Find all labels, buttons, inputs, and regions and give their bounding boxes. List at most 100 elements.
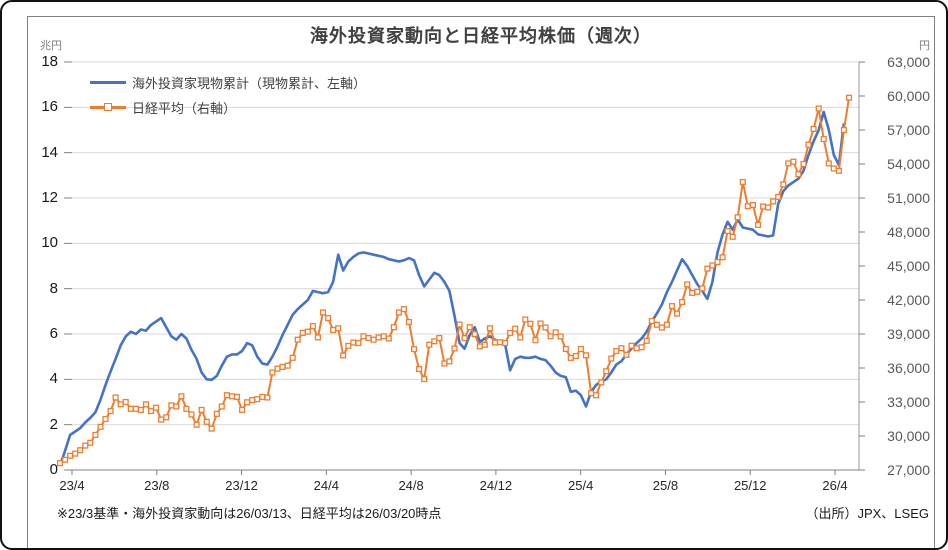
nikkei-marker bbox=[572, 353, 579, 360]
nikkei-marker bbox=[719, 254, 726, 261]
nikkei-marker bbox=[562, 345, 569, 353]
nikkei-marker bbox=[284, 362, 291, 369]
legend-item-nikkei: 日経平均（右軸） bbox=[90, 95, 366, 120]
nikkei-marker bbox=[208, 425, 215, 432]
nikkei-marker bbox=[122, 398, 129, 406]
left-axis-tick-label: 6 bbox=[49, 325, 58, 342]
legend-label-nikkei: 日経平均（右軸） bbox=[132, 101, 237, 116]
nikkei-marker bbox=[491, 339, 499, 346]
nikkei-marker bbox=[663, 321, 670, 328]
nikkei-marker bbox=[147, 408, 155, 415]
nikkei-marker bbox=[456, 321, 463, 328]
nikkei-marker bbox=[233, 393, 241, 400]
nikkei-marker bbox=[350, 339, 357, 346]
chart-title: 海外投資家動向と日経平均株価（週次） bbox=[310, 26, 652, 46]
right-axis-unit-label: 円 bbox=[919, 40, 930, 52]
nikkei-marker bbox=[62, 456, 69, 463]
nikkei-marker bbox=[466, 324, 473, 331]
nikkei-marker bbox=[426, 341, 433, 348]
nikkei-marker bbox=[340, 352, 347, 359]
nikkei-marker bbox=[673, 310, 681, 317]
nikkei-marker bbox=[704, 265, 711, 272]
x-axis-tick-label: 25/4 bbox=[568, 478, 594, 493]
nikkei-marker bbox=[603, 368, 610, 375]
nikkei-marker bbox=[446, 358, 453, 365]
nikkei-marker bbox=[269, 369, 276, 376]
x-axis-tick-label: 23/4 bbox=[59, 478, 85, 493]
nikkei-marker bbox=[198, 406, 205, 413]
nikkei-marker bbox=[314, 334, 321, 341]
nikkei-marker bbox=[593, 392, 600, 399]
right-axis-tick-label: 33,000 bbox=[887, 394, 930, 410]
nikkei-marker bbox=[795, 171, 802, 178]
nikkei-marker bbox=[193, 421, 200, 428]
right-axis-tick-label: 63,000 bbox=[887, 54, 930, 70]
nikkei-marker bbox=[476, 343, 483, 350]
x-axis-tick-label: 24/8 bbox=[398, 478, 424, 493]
x-axis-tick-label: 25/8 bbox=[652, 478, 679, 493]
x-axis-tick-label: 23/8 bbox=[144, 478, 170, 493]
legend-item-foreign-investors: 海外投資家現物累計（現物累計、左軸） bbox=[90, 70, 366, 95]
nikkei-marker bbox=[380, 333, 387, 340]
foreign-investors-line-swatch bbox=[90, 81, 126, 84]
nikkei-marker bbox=[623, 351, 630, 358]
nikkei-marker bbox=[618, 345, 625, 352]
nikkei-marker bbox=[112, 394, 119, 401]
nikkei-marker bbox=[588, 390, 595, 397]
nikkei-marker bbox=[395, 309, 402, 316]
right-axis-tick-label: 42,000 bbox=[887, 292, 930, 308]
nikkei-marker bbox=[390, 324, 397, 331]
nikkei-marker bbox=[421, 376, 428, 383]
nikkei-marker bbox=[542, 324, 549, 331]
nikkei-marker bbox=[815, 105, 822, 112]
nikkei-marker bbox=[416, 365, 423, 373]
nikkei-marker bbox=[694, 288, 701, 295]
nikkei-marker bbox=[552, 329, 559, 336]
nikkei-marker bbox=[97, 423, 104, 430]
nikkei-marker bbox=[87, 439, 94, 446]
nikkei-marker bbox=[304, 328, 311, 335]
nikkei-marker bbox=[178, 393, 185, 400]
nikkei-marker bbox=[82, 442, 89, 449]
nikkei-marker bbox=[183, 405, 190, 412]
nikkei-marker bbox=[754, 221, 762, 228]
x-axis-tick-label: 24/4 bbox=[313, 478, 339, 493]
nikkei-marker bbox=[345, 342, 352, 349]
foreign-investors-line bbox=[58, 110, 846, 466]
nikkei-marker bbox=[845, 94, 853, 101]
nikkei-marker bbox=[633, 345, 640, 352]
right-axis-tick-label: 60,000 bbox=[887, 88, 930, 104]
nikkei-marker bbox=[335, 325, 342, 332]
nikkei-marker bbox=[259, 393, 266, 400]
nikkei-marker bbox=[218, 403, 225, 410]
nikkei-marker bbox=[142, 401, 150, 408]
nikkei-marker bbox=[532, 337, 539, 344]
left-axis-tick-label: 12 bbox=[41, 189, 58, 206]
nikkei-marker bbox=[547, 333, 554, 340]
left-axis-tick-label: 0 bbox=[49, 461, 58, 478]
nikkei-marker bbox=[325, 315, 332, 322]
nikkei-marker bbox=[289, 354, 296, 361]
nikkei-marker bbox=[522, 316, 529, 323]
nikkei-marker bbox=[436, 334, 443, 342]
nikkei-marker bbox=[825, 160, 832, 167]
nikkei-marker bbox=[451, 345, 458, 352]
left-axis-tick-label: 10 bbox=[41, 234, 58, 252]
nikkei-marker bbox=[223, 392, 230, 399]
nikkei-marker bbox=[765, 204, 772, 211]
nikkei-marker bbox=[264, 394, 271, 401]
nikkei-marker bbox=[537, 320, 544, 327]
nikkei-marker bbox=[668, 303, 676, 310]
nikkei-marker bbox=[249, 397, 256, 404]
nikkei-marker bbox=[805, 141, 812, 148]
nikkei-marker bbox=[67, 452, 74, 459]
nikkei-marker bbox=[370, 336, 377, 343]
left-axis-unit-label: 兆円 bbox=[40, 40, 62, 52]
nikkei-marker bbox=[699, 285, 706, 292]
nikkei-marker bbox=[785, 160, 792, 167]
left-axis-tick-label: 2 bbox=[49, 415, 58, 433]
nikkei-marker bbox=[820, 136, 827, 143]
nikkei-marker bbox=[213, 410, 220, 417]
nikkei-marker bbox=[239, 406, 246, 413]
